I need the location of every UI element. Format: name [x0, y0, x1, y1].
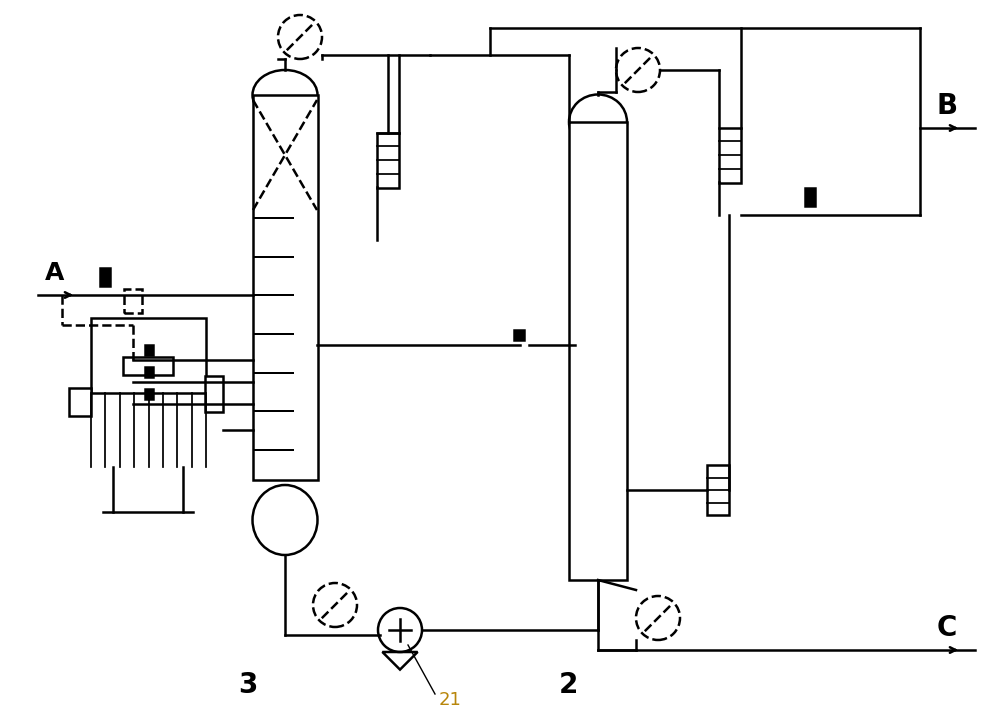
Text: A: A [45, 261, 65, 285]
Text: 21: 21 [439, 691, 461, 709]
Text: 3: 3 [238, 671, 258, 699]
Text: 2: 2 [558, 671, 578, 699]
Bar [91, 318, 206, 393]
Text: B: B [936, 92, 958, 120]
Bar [145, 367, 153, 377]
Bar [123, 357, 173, 375]
Bar [124, 289, 142, 313]
Bar [719, 128, 741, 182]
Text: C: C [937, 614, 957, 642]
Bar [805, 188, 815, 206]
Bar [377, 133, 399, 187]
Bar [253, 95, 318, 480]
Bar [707, 465, 729, 515]
Bar [569, 122, 627, 580]
Bar [145, 345, 153, 355]
Bar [205, 376, 223, 412]
Bar [145, 389, 153, 399]
Bar [514, 330, 524, 340]
Bar [69, 388, 91, 416]
Bar [100, 268, 110, 286]
